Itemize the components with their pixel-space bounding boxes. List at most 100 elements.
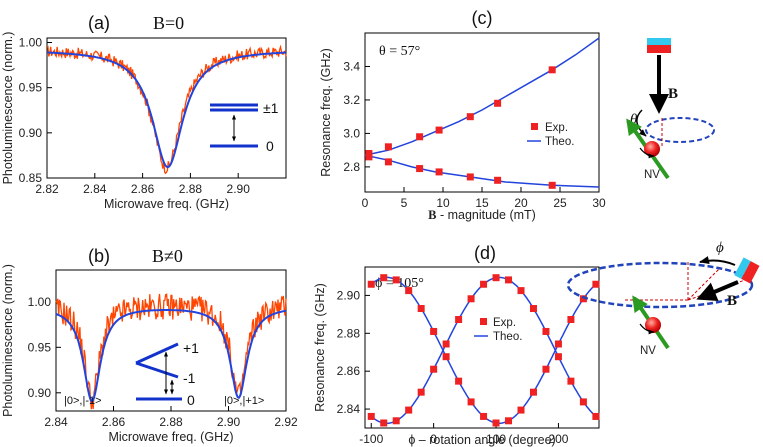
level-minus1 [135,361,179,379]
b-vector-label-bottom: B [727,293,737,309]
exp-point [384,143,392,151]
panel-condition: B≠0 [152,246,183,266]
theo-fit-line [47,51,286,169]
exp-point [430,327,438,335]
x-axis-label: Microwave freq. (GHz) [108,430,233,444]
exp-point [405,406,413,414]
exp-point [592,412,600,420]
theo-fit-line [55,309,287,403]
theo-curve-upper [364,37,600,156]
exp-point [492,274,500,282]
x-axis-label: ϕ – rotation angle (degree) [408,433,555,447]
x-tick-label: -100 [359,432,383,446]
y-tick-label: 0.85 [19,171,43,185]
panel-label: (d) [474,243,496,263]
y-tick-label: 0.90 [28,386,52,400]
exp-point [494,99,502,107]
panel-b: 2.84 2.86 2.88 2.90 2.92 0.90 0.95 1.00 Microwav… [1,246,298,444]
plot-frame [364,266,600,429]
exp-point [405,287,413,295]
level-label-plus1: +1 [183,340,199,356]
y-axis-label: Resonance freq. (GHz) [319,48,333,177]
exp-point [442,340,450,348]
x-tick-label: 200 [548,432,568,446]
legend-exp-marker [531,123,538,130]
level-label-0: 0 [187,392,195,408]
x-tick-label: 25 [553,196,567,210]
y-tick-label: 0.95 [19,81,43,95]
exp-point [505,276,513,284]
y-tick-label: 2.84 [337,402,361,416]
exp-point [505,417,513,425]
x-tick-label: 100 [486,432,506,446]
field-geometry-diagram-bottom: ϕ B NV [566,240,760,357]
y-tick-label: 2.86 [337,364,361,378]
legend-exp-label: Exp. [545,122,568,134]
exp-point [592,280,600,288]
exp-point [392,417,400,425]
legend-exp-marker [480,318,487,325]
x-tick-label: 15 [475,196,489,210]
exp-point [548,181,556,189]
exp-point [579,295,587,303]
exp-point [466,173,474,181]
nv-center-dot [644,141,660,157]
rotation-arrow-bottom [639,323,655,335]
x-tick-label: 2.90 [227,182,251,196]
exp-point [529,305,537,313]
panel-label: (a) [88,13,110,33]
annotation-right-dip: |0>,|+1> [224,395,264,407]
exp-point [467,295,475,303]
x-tick-label: 20 [514,196,528,210]
exp-point [517,406,525,414]
y-tick-label: 1.00 [28,295,52,309]
x-tick-label: 30 [592,196,606,210]
annotation-left-dip: |0>,|-1> [64,395,102,407]
x-tick-label: 0 [430,432,437,446]
panel-label: (c) [472,8,493,28]
field-geometry-diagram-top: B θ NV [626,38,715,181]
y-tick-label: 3.4 [343,59,360,73]
exp-point [416,133,424,141]
rotation-ellipse [566,261,754,309]
y-tick-label: 0.95 [28,340,52,354]
panel-label: (b) [88,246,110,266]
panel-condition: B=0 [153,13,184,33]
y-tick-label: 3.2 [343,93,360,107]
y-tick-label: 2.8 [343,160,360,174]
exp-spectrum-line [46,44,287,175]
exp-point [367,280,375,288]
exp-point [480,280,488,288]
exp-point [384,158,392,166]
y-axis-label: Resonance freq. (GHz) [313,283,327,412]
x-tick-label: 2.86 [131,182,155,196]
y-axis-label: Photoluminescence (norm.) [1,32,15,185]
x-axis-label: Microwave freq. (GHz) [104,197,229,211]
exp-point [579,398,587,406]
exp-point [480,412,488,420]
exp-point [492,419,500,427]
exp-point [542,327,550,335]
exp-point [554,353,562,361]
plot-frame [46,37,287,179]
exp-point [392,276,400,284]
exp-point [380,419,388,427]
exp-point [542,365,550,373]
legend-theo-label: Theo. [545,136,574,148]
b-field-arrow-bottom [696,280,739,302]
x-tick-label: 2.88 [159,415,183,429]
x-tick-label: 0 [362,196,369,210]
y-tick-label: 1.00 [19,36,43,50]
exp-point [430,365,438,373]
exp-point [455,377,463,385]
theo-curve-b [369,276,597,425]
magnet-south-pole [647,45,671,53]
x-tick-label: 2.88 [179,182,203,196]
nv-label-top: NV [644,169,660,181]
rotation-arrow [639,147,655,159]
theo-curve-a [369,276,597,425]
y-tick-label: 3.0 [343,126,360,140]
phi-arc-arrow [699,256,736,266]
exp-point [567,377,575,385]
